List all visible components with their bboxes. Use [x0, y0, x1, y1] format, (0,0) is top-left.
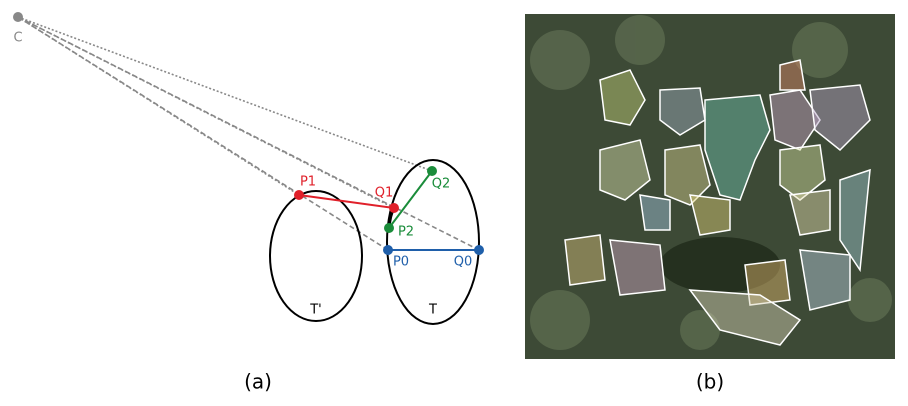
region-label: T	[428, 303, 437, 318]
point-label: P0	[393, 255, 409, 270]
point-label: Q2	[432, 177, 451, 192]
caption: (a)	[244, 370, 272, 394]
point-label: P2	[398, 225, 414, 240]
point-label: Q0	[454, 255, 473, 270]
point	[474, 245, 484, 255]
projection-lines	[18, 17, 479, 250]
point	[13, 12, 23, 22]
point-label: Q1	[375, 186, 394, 201]
point	[389, 203, 399, 213]
point	[383, 245, 393, 255]
point	[427, 166, 437, 176]
segment-p2-q2	[389, 171, 432, 228]
region-t-prime	[270, 191, 362, 321]
point-label: P1	[300, 175, 316, 190]
panel-b: (b)	[525, 14, 895, 394]
point-label: C	[13, 31, 22, 46]
point	[384, 223, 394, 233]
figure: C P1 Q1 Q2 P2 P0 Q0 T' T (a)	[0, 0, 908, 402]
region-label: T'	[309, 303, 322, 318]
point	[294, 190, 304, 200]
ray	[18, 17, 388, 250]
caption: (b)	[696, 370, 724, 394]
panel-a: C P1 Q1 Q2 P2 P0 Q0 T' T (a)	[13, 12, 484, 394]
